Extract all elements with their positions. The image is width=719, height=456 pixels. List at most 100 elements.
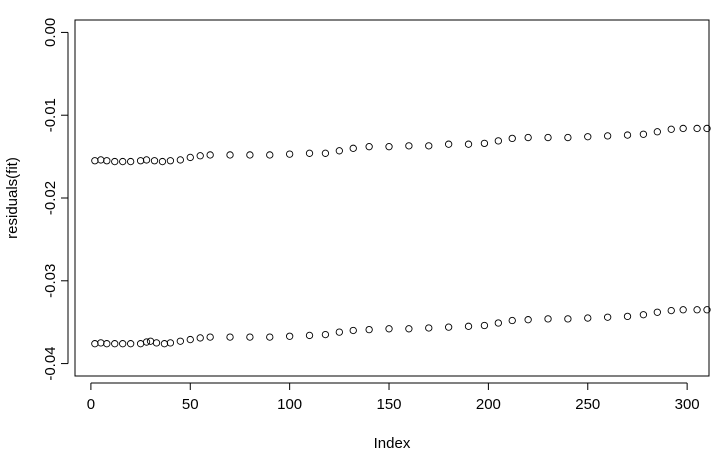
data-point <box>246 151 254 159</box>
data-point <box>425 324 433 332</box>
data-point <box>285 332 294 340</box>
data-point <box>524 316 532 324</box>
data-point <box>444 140 453 148</box>
x-tick-label: 250 <box>575 396 600 413</box>
data-point <box>494 319 502 327</box>
data-point <box>126 157 135 166</box>
data-point <box>206 333 214 341</box>
x-axis: 0 50 100 150 200 250 300 <box>87 382 700 413</box>
data-point <box>226 151 234 159</box>
data-point <box>321 330 330 339</box>
data-point <box>703 306 711 314</box>
data-point <box>365 143 373 151</box>
data-point <box>103 340 111 348</box>
data-point <box>226 333 234 341</box>
data-point <box>285 150 294 158</box>
data-point <box>564 315 572 323</box>
x-tick-label: 100 <box>277 396 302 413</box>
data-point <box>544 315 552 323</box>
data-point <box>623 312 632 321</box>
data-point <box>584 314 592 322</box>
x-tick-label: 300 <box>675 396 700 413</box>
x-tick-label: 0 <box>87 396 95 413</box>
data-point <box>623 131 632 139</box>
data-point <box>196 334 204 342</box>
data-point <box>494 137 502 145</box>
data-point <box>693 306 701 314</box>
data-point <box>103 157 111 165</box>
data-point <box>206 151 214 159</box>
data-point <box>176 337 184 345</box>
y-tick-label: -0.04 <box>42 346 59 380</box>
data-point <box>464 322 473 330</box>
y-axis-title: residuals(fit) <box>4 157 21 239</box>
data-point <box>667 306 675 315</box>
data-point <box>544 133 552 142</box>
y-tick-label: -0.03 <box>42 264 59 298</box>
data-point <box>152 339 161 347</box>
data-point <box>385 325 393 333</box>
plot-box <box>74 19 710 377</box>
data-point <box>166 339 175 347</box>
data-point <box>524 133 532 142</box>
data-point <box>126 340 135 348</box>
data-point <box>653 128 661 136</box>
data-point <box>405 142 413 150</box>
x-axis-title: Index <box>374 435 411 452</box>
data-point <box>365 325 373 334</box>
data-point <box>349 144 357 152</box>
data-point <box>266 333 274 341</box>
data-point <box>186 335 194 344</box>
data-point <box>464 140 473 148</box>
data-point <box>564 133 572 142</box>
data-point <box>653 308 661 316</box>
data-point <box>142 338 151 346</box>
data-point <box>603 313 612 321</box>
y-tick-label: -0.02 <box>42 181 59 215</box>
data-point <box>196 152 204 160</box>
y-tick-label: -0.01 <box>42 98 59 132</box>
data-point <box>166 157 175 165</box>
y-axis: 0.00 -0.01 -0.02 -0.03 -0.04 <box>42 18 69 381</box>
x-tick-label: 150 <box>377 396 402 413</box>
data-point <box>679 124 687 133</box>
data-point <box>335 147 343 155</box>
data-point <box>603 132 612 140</box>
data-point <box>305 149 314 157</box>
data-point <box>266 151 274 159</box>
data-point <box>508 134 516 143</box>
data-point <box>480 139 489 148</box>
data-point <box>176 156 184 164</box>
data-point <box>480 321 489 330</box>
data-point <box>639 130 648 138</box>
data-point <box>425 142 433 150</box>
data-point <box>142 156 151 164</box>
data-point <box>119 340 127 348</box>
x-tick-label: 200 <box>476 396 501 413</box>
data-point <box>111 340 119 348</box>
data-point <box>246 333 254 341</box>
x-tick-label: 50 <box>182 396 199 413</box>
data-point <box>321 149 330 157</box>
data-point <box>444 323 453 331</box>
data-point <box>186 153 194 162</box>
data-point <box>335 328 343 336</box>
data-point <box>639 311 648 319</box>
data-point <box>667 125 675 133</box>
y-tick-label: 0.00 <box>42 18 59 47</box>
data-points-group <box>91 124 711 348</box>
data-point <box>385 143 393 151</box>
data-point <box>111 157 119 166</box>
data-point <box>405 325 413 333</box>
data-point <box>584 133 592 141</box>
data-point <box>305 331 314 340</box>
data-point <box>679 306 687 314</box>
data-point <box>703 124 711 133</box>
data-point <box>508 316 516 325</box>
data-point <box>158 157 167 166</box>
data-point <box>693 124 701 133</box>
data-point <box>150 157 159 165</box>
data-point <box>349 326 357 335</box>
